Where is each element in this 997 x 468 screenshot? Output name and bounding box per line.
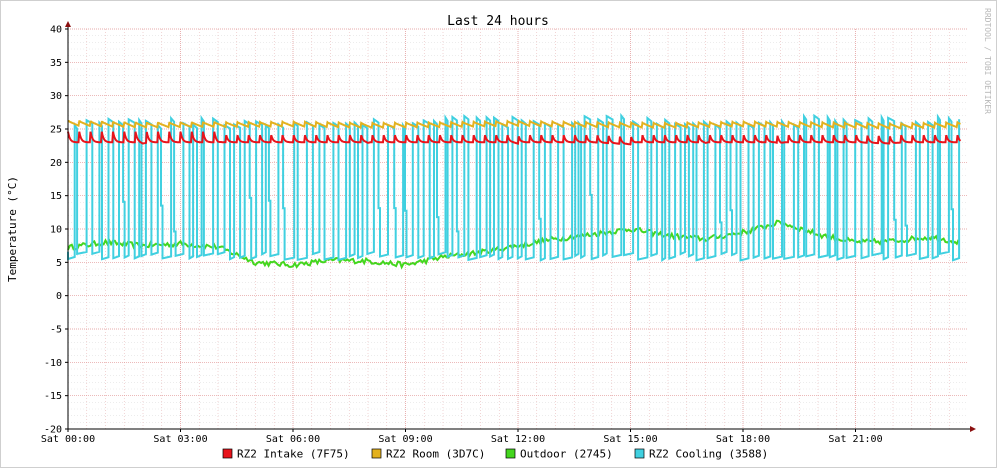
- legend-swatch: [222, 448, 233, 459]
- x-tick-label: Sat 12:00: [491, 434, 545, 445]
- x-tick-label: Sat 03:00: [153, 434, 207, 445]
- rrdtool-watermark: RRDTOOL / TOBI OETIKER: [983, 8, 992, 114]
- y-tick-label: 10: [50, 225, 62, 236]
- legend-label: RZ2 Room (3D7C): [386, 448, 485, 461]
- x-tick-label: Sat 00:00: [41, 434, 95, 445]
- x-axis-arrow: [970, 426, 976, 432]
- y-tick-label: 35: [50, 58, 62, 69]
- y-tick-label: 25: [50, 125, 62, 136]
- x-tick-label: Sat 21:00: [828, 434, 882, 445]
- x-tick-label: Sat 09:00: [378, 434, 432, 445]
- y-tick-label: 30: [50, 91, 62, 102]
- y-tick-label: 0: [56, 291, 62, 302]
- legend-label: RZ2 Intake (7F75): [237, 448, 350, 461]
- y-tick-label: 40: [50, 25, 62, 36]
- y-axis-label: Temperature (°C): [6, 176, 19, 282]
- legend-swatch: [371, 448, 382, 459]
- y-tick-label: -5: [50, 325, 62, 336]
- legend-swatch: [634, 448, 645, 459]
- y-tick-label: 20: [50, 158, 62, 169]
- legend-label: RZ2 Cooling (3588): [649, 448, 768, 461]
- series-line-room: [68, 119, 961, 130]
- legend: RZ2 Intake (7F75) RZ2 Room (3D7C) Outdoor …: [222, 448, 768, 461]
- chart-title: Last 24 hours: [447, 14, 549, 29]
- y-tick-label: -20: [44, 425, 62, 436]
- y-tick-label: 15: [50, 191, 62, 202]
- x-tick-label: Sat 06:00: [266, 434, 320, 445]
- series-line-intake: [67, 131, 962, 146]
- y-axis-arrow: [65, 21, 71, 27]
- legend-swatch: [505, 448, 516, 459]
- x-tick-label: Sat 18:00: [716, 434, 770, 445]
- x-tick-label: Sat 15:00: [603, 434, 657, 445]
- y-tick-label: -10: [44, 358, 62, 369]
- y-tick-label: 5: [56, 258, 62, 269]
- y-tick-label: -15: [44, 391, 62, 402]
- legend-label: Outdoor (2745): [520, 448, 613, 461]
